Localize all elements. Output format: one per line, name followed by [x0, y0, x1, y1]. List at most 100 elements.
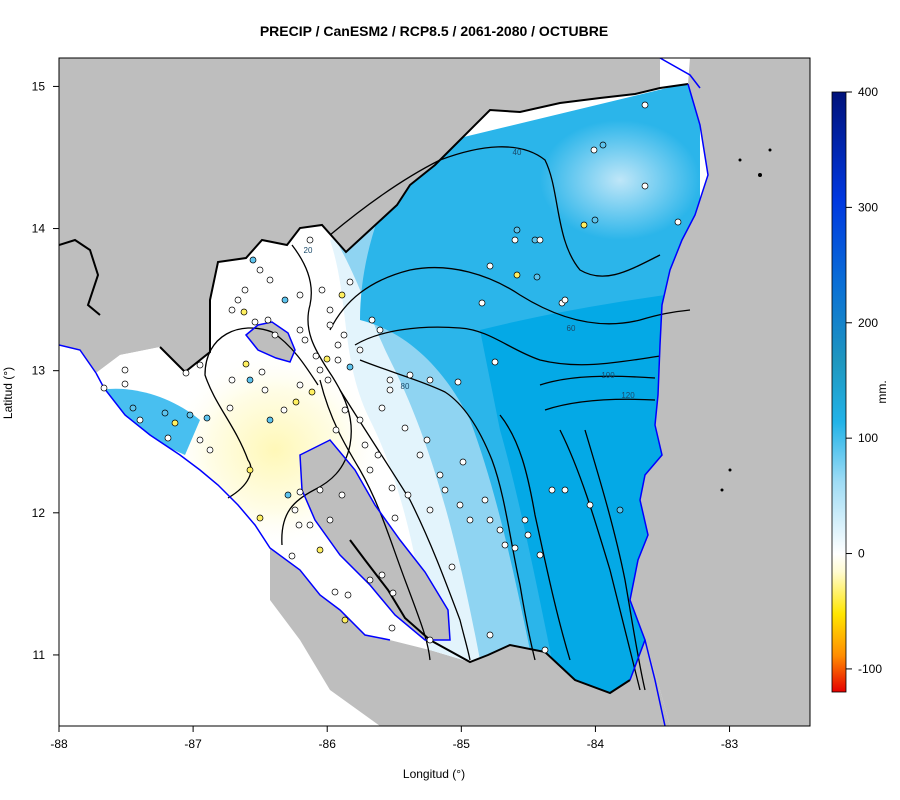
station-point: [121, 380, 129, 388]
station-point: [441, 486, 449, 494]
lake-nicaragua: [300, 440, 450, 640]
lake-nicaragua-shore: [299, 439, 451, 641]
station-point: [234, 296, 242, 304]
station-point: [206, 446, 214, 454]
colorbar-tick-label: 400: [858, 85, 878, 99]
station-point: [386, 386, 394, 394]
station-point: [256, 266, 264, 274]
coast-caribbean: [629, 83, 709, 681]
station-point: [266, 416, 274, 424]
station-point: [338, 491, 346, 499]
station-point: [346, 363, 354, 371]
chart-title: PRECIP / CanESM2 / RCP8.5 / 2061-2080 / …: [260, 23, 608, 39]
contour-80-b: [339, 389, 471, 661]
contour-100-a: [359, 359, 536, 661]
station-point: [249, 256, 257, 264]
station-point: [318, 286, 326, 294]
station-point: [256, 514, 264, 522]
station-point: [486, 262, 494, 270]
station-point: [186, 411, 194, 419]
x-axis: -88 -87 -86 -85 -84 -83: [50, 726, 739, 751]
contour-label-120: 120: [621, 391, 635, 400]
station-point: [121, 366, 129, 374]
x-tick-label: -84: [587, 737, 605, 751]
station-point: [426, 376, 434, 384]
station-point: [226, 404, 234, 412]
station-point: [548, 486, 556, 494]
station-point: [641, 182, 649, 190]
station-point: [241, 286, 249, 294]
x-axis-title: Longitud (°): [403, 767, 465, 781]
contour-label-80: 80: [401, 382, 410, 391]
station-point: [459, 458, 467, 466]
station-point: [228, 376, 236, 384]
station-point: [308, 388, 316, 396]
contour-40: [329, 146, 661, 277]
honduras-land: [59, 58, 660, 373]
station-point: [591, 216, 599, 224]
lake-managua-shore: [244, 321, 296, 363]
x-tick-label: -85: [453, 737, 471, 751]
contour-120-c: [559, 429, 641, 691]
station-point: [478, 299, 486, 307]
y-tick-label: 15: [32, 79, 46, 93]
contour-label-100: 100: [601, 371, 615, 380]
plot-frame: [58, 57, 811, 727]
station-point: [361, 441, 369, 449]
y-axis: 11 12 13 14 15: [32, 79, 59, 662]
plot-area: 20 40 60 80 100 120: [59, 58, 810, 726]
station-points: [100, 101, 682, 654]
station-point: [182, 369, 190, 377]
costa-rica-land: [270, 548, 670, 726]
station-point: [426, 506, 434, 514]
station-point: [536, 551, 544, 559]
caribbean-gray: [630, 58, 810, 726]
station-point: [404, 491, 412, 499]
station-point: [326, 306, 334, 314]
station-point: [316, 486, 324, 494]
station-point: [266, 276, 274, 284]
station-point: [561, 296, 569, 304]
contour-60-a: [329, 266, 691, 331]
station-point: [456, 501, 464, 509]
station-point: [292, 398, 300, 406]
cay: [720, 488, 724, 492]
station-point: [586, 501, 594, 509]
station-point: [332, 426, 340, 434]
station-point: [368, 316, 376, 324]
station-point: [284, 491, 292, 499]
station-point: [258, 368, 266, 376]
station-point: [264, 316, 272, 324]
y-axis-title: Latitud (°): [1, 367, 15, 419]
station-point: [288, 552, 296, 560]
station-point: [511, 544, 519, 552]
station-point: [416, 451, 424, 459]
station-point: [533, 273, 541, 281]
station-point: [296, 381, 304, 389]
station-point: [486, 631, 494, 639]
station-point: [366, 466, 374, 474]
station-point: [466, 516, 474, 524]
colorbar-ramp: [831, 91, 847, 693]
station-point: [346, 278, 354, 286]
contour-label-60: 60: [567, 324, 576, 333]
station-point: [389, 589, 397, 597]
cay: [728, 468, 732, 472]
station-point: [301, 336, 309, 344]
colorbar-tick-label: 300: [858, 200, 878, 214]
station-point: [246, 376, 254, 384]
y-tick-label: 12: [32, 506, 46, 520]
station-point: [240, 308, 248, 316]
station-point: [251, 318, 259, 326]
station-point: [306, 236, 314, 244]
lake-managua: [246, 322, 295, 362]
station-point: [291, 506, 299, 514]
cay: [758, 173, 762, 177]
station-point: [541, 646, 549, 654]
colorbar-tick-label: -100: [858, 662, 882, 676]
station-point: [391, 514, 399, 522]
station-point: [580, 221, 588, 229]
station-point: [448, 563, 456, 571]
station-point: [326, 516, 334, 524]
country-borders: [59, 83, 689, 695]
